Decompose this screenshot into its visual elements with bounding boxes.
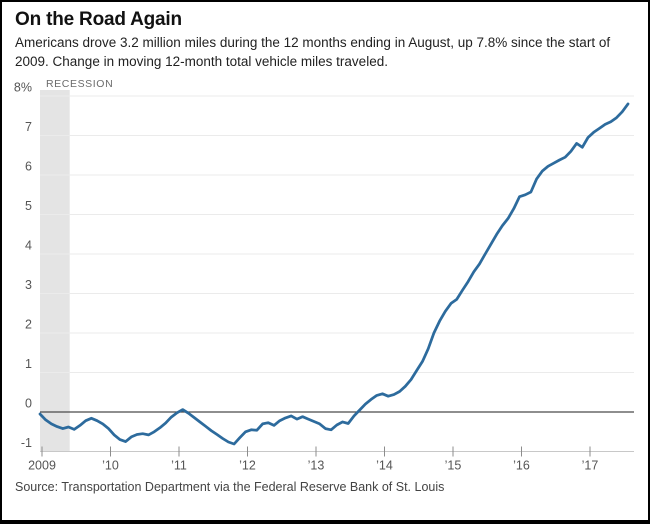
x-axis-tick-label: ’17 (582, 459, 599, 473)
x-axis-tick-label: ’15 (445, 459, 462, 473)
x-axis-tick-label: ’14 (376, 459, 393, 473)
y-axis-tick-label: 0 (25, 397, 32, 411)
y-axis-tick-label: 2 (25, 318, 32, 332)
y-axis-tick-label: 3 (25, 278, 32, 292)
x-axis-tick-label: ’10 (102, 459, 119, 473)
chart-subtitle: Americans drove 3.2 million miles during… (15, 35, 611, 69)
x-axis-tick-label: ’13 (308, 459, 325, 473)
recession-band (40, 90, 70, 452)
source-note: Source: Transportation Department via th… (15, 480, 445, 494)
y-axis-tick-label: -1 (21, 436, 32, 450)
chart-title: On the Road Again (15, 9, 182, 30)
x-axis-tick-label: ’11 (171, 459, 187, 473)
y-axis-tick-label: 6 (25, 160, 32, 174)
recession-label: RECESSION (46, 78, 114, 90)
y-axis-tick-label: 5 (25, 199, 32, 213)
x-axis-tick-label: ’12 (239, 459, 256, 473)
x-axis-tick-label: ’16 (513, 459, 530, 473)
vmt-series-line (38, 102, 630, 446)
x-axis-tick-label: 2009 (28, 459, 56, 473)
y-axis-tick-label: 8% (14, 81, 32, 95)
y-axis-tick-label: 1 (25, 357, 32, 371)
y-axis-tick-label: 7 (25, 120, 32, 134)
y-axis-tick-label: 4 (25, 239, 32, 253)
